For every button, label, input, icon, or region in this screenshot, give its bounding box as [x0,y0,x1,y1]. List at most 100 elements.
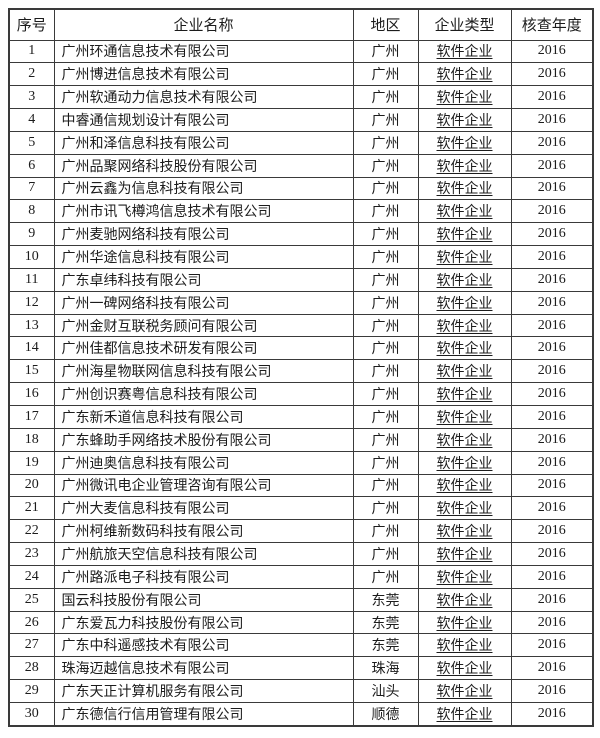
cell-type: 软件企业 [417,267,512,292]
enterprise-type-link[interactable]: 软件企业 [436,68,493,84]
enterprise-type-link[interactable]: 软件企业 [436,251,493,267]
cell-year: 2016 [510,313,594,338]
table-row: 23 广州航旅天空信息科技有限公司 广州 软件企业 2016 [8,542,594,566]
enterprise-type-link[interactable]: 软件企业 [436,502,493,518]
enterprise-type-link[interactable]: 软件企业 [436,296,493,312]
cell-serial: 23 [8,542,55,566]
enterprise-type-link[interactable]: 软件企业 [436,319,493,335]
cell-serial: 21 [8,496,55,521]
cell-company-name: 广东德信行信用管理有限公司 [53,701,354,727]
enterprise-type-link[interactable]: 软件企业 [436,685,493,701]
enterprise-type-link[interactable]: 软件企业 [436,273,493,289]
cell-serial: 30 [8,701,55,727]
cell-region: 广州 [352,405,419,429]
cell-company-name: 广东中科遥感技术有限公司 [53,633,354,658]
cell-type: 软件企业 [417,39,512,64]
enterprise-type-link[interactable]: 软件企业 [436,433,493,449]
table-row: 5 广州和泽信息科技有限公司 广州 软件企业 2016 [8,130,594,155]
cell-type: 软件企业 [417,564,512,589]
table-body: 1 广州环通信息技术有限公司 广州 软件企业 2016 2 广州博进信息技术有限… [8,39,594,727]
enterprise-type-link[interactable]: 软件企业 [436,547,493,563]
cell-serial: 10 [8,245,55,269]
cell-type: 软件企业 [417,679,512,703]
enterprise-type-link[interactable]: 软件企业 [436,388,493,404]
cell-year: 2016 [510,153,594,178]
cell-company-name: 国云科技股份有限公司 [53,587,354,612]
cell-year: 2016 [510,519,594,544]
cell-company-name: 广州柯维新数码科技有限公司 [53,519,354,544]
cell-company-name: 广州华途信息科技有限公司 [53,245,354,269]
cell-type: 软件企业 [417,656,512,681]
cell-year: 2016 [510,633,594,658]
table-row: 11 广东卓纬科技有限公司 广州 软件企业 2016 [8,267,594,292]
enterprise-type-link[interactable]: 软件企业 [436,593,493,609]
cell-company-name: 广东爱瓦力科技股份有限公司 [53,610,354,635]
enterprise-type-link[interactable]: 软件企业 [436,456,493,472]
cell-type: 软件企业 [417,245,512,269]
table-row: 18 广东蜂助手网络技术股份有限公司 广州 软件企业 2016 [8,427,594,452]
enterprise-type-link[interactable]: 软件企业 [436,707,493,723]
enterprise-type-link[interactable]: 软件企业 [436,662,493,678]
cell-company-name: 广州博进信息技术有限公司 [53,62,354,87]
cell-year: 2016 [510,656,594,681]
cell-serial: 8 [8,199,55,224]
column-header-company: 企业名称 [53,8,354,41]
cell-serial: 19 [8,450,55,475]
enterprise-type-link[interactable]: 软件企业 [436,136,493,152]
cell-region: 广州 [352,450,419,475]
cell-year: 2016 [510,176,594,201]
cell-region: 广州 [352,290,419,315]
cell-year: 2016 [510,130,594,155]
enterprise-type-link[interactable]: 软件企业 [436,616,493,632]
cell-serial: 5 [8,130,55,155]
enterprise-type-link[interactable]: 软件企业 [436,113,493,129]
cell-year: 2016 [510,427,594,452]
enterprise-type-link[interactable]: 软件企业 [436,205,493,221]
cell-year: 2016 [510,199,594,224]
cell-type: 软件企业 [417,450,512,475]
cell-region: 广州 [352,267,419,292]
cell-year: 2016 [510,359,594,384]
enterprise-type-link[interactable]: 软件企业 [436,45,493,61]
table-row: 6 广州品聚网络科技股份有限公司 广州 软件企业 2016 [8,153,594,178]
cell-year: 2016 [510,222,594,247]
cell-serial: 29 [8,679,55,703]
cell-region: 东莞 [352,633,419,658]
enterprise-type-link[interactable]: 软件企业 [436,479,493,495]
column-header-year: 核查年度 [510,8,594,41]
enterprise-type-link[interactable]: 软件企业 [436,228,493,244]
enterprise-type-link[interactable]: 软件企业 [436,639,493,655]
table-row: 24 广州路派电子科技有限公司 广州 软件企业 2016 [8,564,594,589]
cell-region: 广州 [352,245,419,269]
cell-type: 软件企业 [417,313,512,338]
cell-region: 广州 [352,359,419,384]
cell-company-name: 广州路派电子科技有限公司 [53,564,354,589]
enterprise-type-link[interactable]: 软件企业 [436,570,493,586]
table-row: 16 广州创识赛粤信息科技有限公司 广州 软件企业 2016 [8,382,594,406]
table-row: 7 广州云鑫为信息科技有限公司 广州 软件企业 2016 [8,176,594,201]
enterprise-type-link[interactable]: 软件企业 [436,91,493,107]
cell-region: 东莞 [352,587,419,612]
enterprise-type-link[interactable]: 软件企业 [436,342,493,358]
table-row: 10 广州华途信息科技有限公司 广州 软件企业 2016 [8,245,594,269]
column-header-serial: 序号 [8,8,55,41]
enterprise-type-link[interactable]: 软件企业 [436,182,493,198]
table-row: 21 广州大麦信息科技有限公司 广州 软件企业 2016 [8,496,594,521]
enterprise-type-link[interactable]: 软件企业 [436,365,493,381]
cell-region: 广州 [352,496,419,521]
cell-year: 2016 [510,290,594,315]
cell-company-name: 广州微讯电企业管理咨询有限公司 [53,473,354,498]
cell-serial: 7 [8,176,55,201]
cell-year: 2016 [510,587,594,612]
cell-company-name: 广州市讯飞樽鸿信息技术有限公司 [53,199,354,224]
cell-region: 顺德 [352,701,419,727]
enterprise-type-link[interactable]: 软件企业 [436,525,493,541]
enterprise-type-link[interactable]: 软件企业 [436,159,493,175]
enterprise-type-link[interactable]: 软件企业 [436,410,493,426]
cell-serial: 14 [8,336,55,361]
cell-serial: 12 [8,290,55,315]
cell-company-name: 广州环通信息技术有限公司 [53,39,354,64]
table-row: 1 广州环通信息技术有限公司 广州 软件企业 2016 [8,39,594,64]
table-row: 15 广州海星物联网信息科技有限公司 广州 软件企业 2016 [8,359,594,384]
cell-region: 广州 [352,176,419,201]
